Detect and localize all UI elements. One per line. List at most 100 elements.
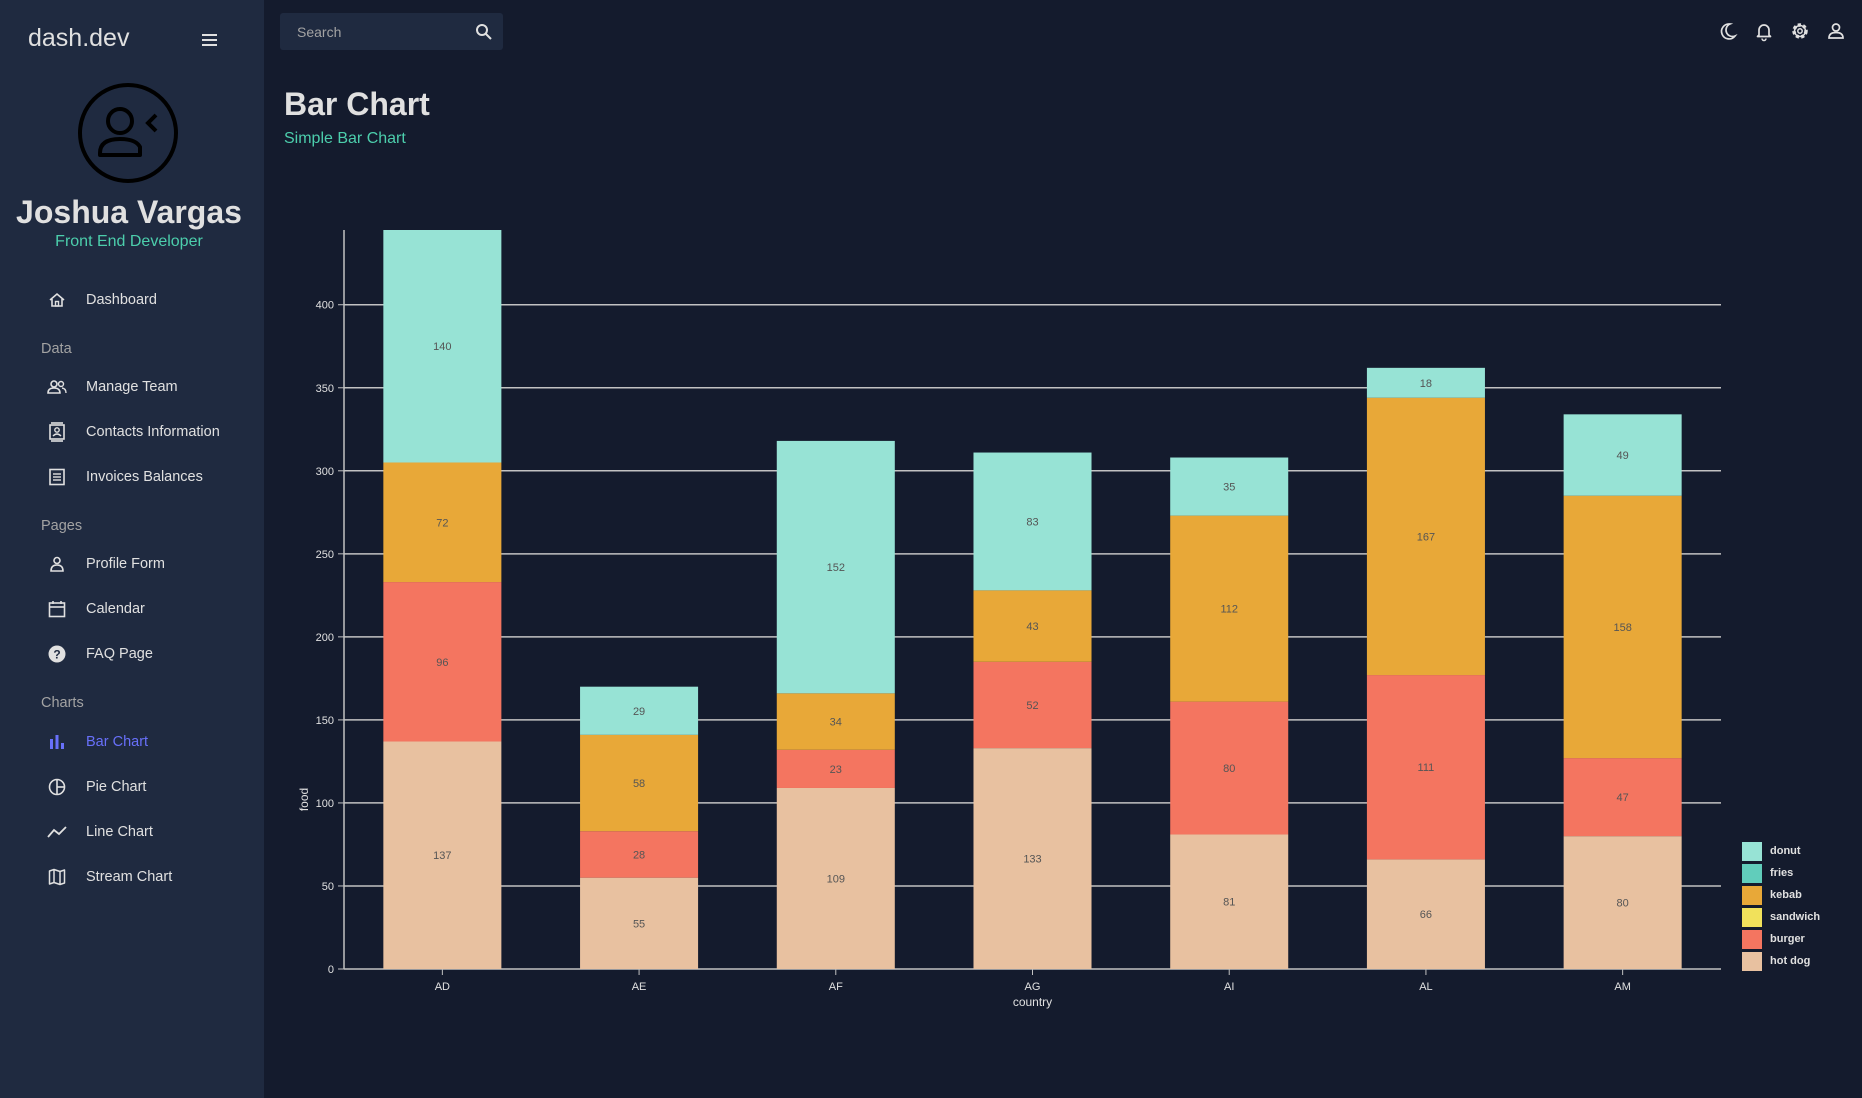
bar-value-label: 152 xyxy=(827,562,845,574)
bar-segment xyxy=(383,741,502,969)
bar-value-label: 96 xyxy=(436,657,448,669)
sidebar-item-label: Manage Team xyxy=(86,379,178,395)
receipt-icon xyxy=(44,467,70,487)
sidebar-item-stream-chart[interactable]: Stream Chart xyxy=(44,863,254,891)
bar-value-label: 111 xyxy=(1418,762,1435,774)
sidebar-item-pie-chart[interactable]: Pie Chart xyxy=(44,773,254,801)
bar-value-label: 43 xyxy=(1026,621,1038,633)
bar-segment xyxy=(1170,834,1289,969)
bar-value-label: 167 xyxy=(1417,531,1435,543)
sidebar-item-label: Pie Chart xyxy=(86,779,147,795)
user-name: Joshua Vargas xyxy=(16,194,242,230)
bar-segment xyxy=(1170,701,1289,835)
search-icon[interactable] xyxy=(475,23,493,41)
bar-chart-icon xyxy=(44,732,70,752)
bar-value-label: 55 xyxy=(633,918,645,930)
x-tick-label: AL xyxy=(1419,981,1432,993)
legend-item[interactable]: sandwich xyxy=(1742,906,1820,928)
legend-swatch xyxy=(1742,951,1762,971)
sidebar-item-line-chart[interactable]: Line Chart xyxy=(44,818,254,846)
sidebar-item-calendar[interactable]: Calendar xyxy=(44,595,254,623)
moon-icon[interactable] xyxy=(1717,20,1739,42)
bar-value-label: 18 xyxy=(1420,378,1432,390)
bar-value-label: 23 xyxy=(830,764,842,776)
bar-segment xyxy=(1170,457,1289,516)
legend-swatch xyxy=(1742,885,1762,905)
legend-label: fries xyxy=(1770,867,1794,879)
bar-segment xyxy=(973,590,1092,662)
legend-swatch xyxy=(1742,863,1762,883)
legend-label: hot dog xyxy=(1770,955,1811,967)
y-tick-label: 100 xyxy=(316,798,334,810)
bar-value-label: 158 xyxy=(1613,622,1631,634)
legend-item[interactable]: fries xyxy=(1742,862,1820,884)
chart-legend: donut fries kebab sandwich burger hot dog xyxy=(1742,840,1820,972)
help-icon: ? xyxy=(44,644,70,664)
sidebar-item-bar-chart[interactable]: Bar Chart xyxy=(44,728,254,756)
sidebar-item-label: Line Chart xyxy=(86,824,153,840)
gear-icon[interactable] xyxy=(1789,20,1811,42)
bar-chart: 0 50 100 150 200 250 300 350 400 137 96 72 140 AD 55 28… xyxy=(297,230,1721,1009)
person-icon[interactable] xyxy=(1825,20,1847,42)
legend-item[interactable]: kebab xyxy=(1742,884,1820,906)
user-role: Front End Developer xyxy=(55,233,203,250)
sidebar-item-faq[interactable]: ? FAQ Page xyxy=(44,640,254,668)
x-axis-title: country xyxy=(1013,995,1052,1009)
sidebar: dash.dev Joshua Vargas Front End Develop… xyxy=(0,0,264,1098)
nav-section-data: Data xyxy=(41,341,72,357)
nav-section-pages: Pages xyxy=(41,518,83,534)
bar-value-label: 28 xyxy=(633,849,645,861)
bar-value-label: 35 xyxy=(1223,482,1235,494)
bar-segment xyxy=(1366,397,1485,676)
bar-value-label: 112 xyxy=(1220,604,1238,616)
contacts-icon xyxy=(44,422,70,442)
bar-value-label: 81 xyxy=(1223,897,1235,909)
bar-segment xyxy=(1366,859,1485,969)
y-tick-label: 0 xyxy=(328,964,334,976)
sidebar-item-label: Profile Form xyxy=(86,556,165,572)
bar-value-label: 109 xyxy=(827,873,845,885)
search-input[interactable] xyxy=(295,22,459,41)
bar-value-label: 72 xyxy=(436,517,448,529)
sidebar-item-dashboard[interactable]: Dashboard xyxy=(44,286,254,314)
legend-label: donut xyxy=(1770,845,1801,857)
menu-toggle-icon[interactable] xyxy=(200,30,220,50)
sidebar-item-contacts[interactable]: Contacts Information xyxy=(44,418,254,446)
bar-value-label: 83 xyxy=(1026,516,1038,528)
bar-value-label: 133 xyxy=(1023,854,1041,866)
sidebar-item-label: Stream Chart xyxy=(86,869,173,885)
y-tick-label: 200 xyxy=(316,632,334,644)
sidebar-item-profile-form[interactable]: Profile Form xyxy=(44,550,254,578)
legend-swatch xyxy=(1742,841,1762,861)
legend-item[interactable]: hot dog xyxy=(1742,950,1820,972)
sidebar-item-invoices[interactable]: Invoices Balances xyxy=(44,463,254,491)
sidebar-item-label: Invoices Balances xyxy=(86,469,203,485)
sidebar-item-label: Bar Chart xyxy=(86,734,149,750)
nav-section-charts: Charts xyxy=(41,695,84,711)
legend-label: sandwich xyxy=(1770,911,1821,923)
timeline-icon xyxy=(44,822,70,842)
sidebar-item-label: Contacts Information xyxy=(86,424,220,440)
y-tick-label: 400 xyxy=(316,300,334,312)
bar-value-label: 29 xyxy=(633,706,645,718)
legend-item[interactable]: burger xyxy=(1742,928,1820,950)
bar-segment xyxy=(1563,758,1682,837)
legend-item[interactable]: donut xyxy=(1742,840,1820,862)
x-tick-label: AI xyxy=(1224,981,1234,993)
bar-segment xyxy=(1366,675,1485,860)
team-icon xyxy=(44,377,70,397)
legend-swatch xyxy=(1742,929,1762,949)
bar-value-label: 66 xyxy=(1420,909,1432,921)
y-axis-title: food xyxy=(297,788,311,811)
bar-segment xyxy=(383,582,502,742)
bell-icon[interactable] xyxy=(1753,20,1775,42)
legend-label: burger xyxy=(1770,933,1805,945)
bar-segment xyxy=(1366,367,1485,398)
bar-segment xyxy=(776,693,895,750)
bar-segment xyxy=(580,831,699,878)
y-tick-label: 250 xyxy=(316,549,334,561)
sidebar-item-manage-team[interactable]: Manage Team xyxy=(44,373,254,401)
bar-segment xyxy=(580,734,699,832)
page-title: Bar Chart xyxy=(284,86,430,122)
bar-segment xyxy=(580,686,699,735)
